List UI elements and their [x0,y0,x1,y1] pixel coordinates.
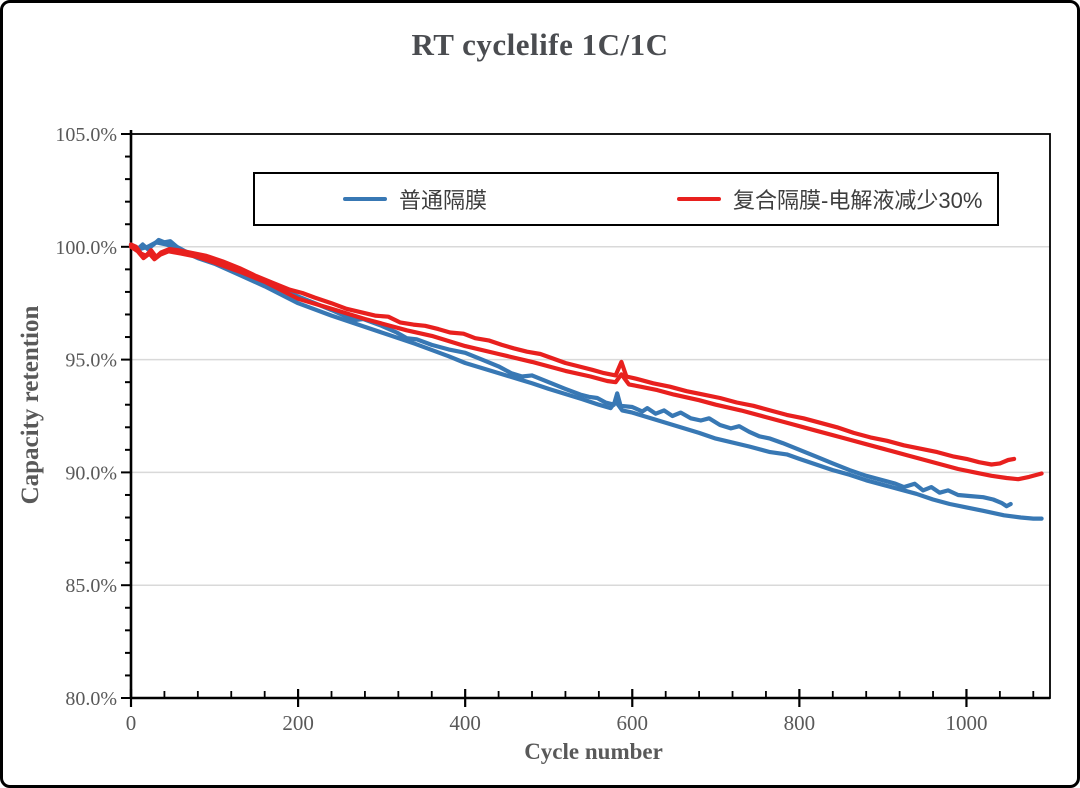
y-tick-label-100: 100.0% [55,237,117,259]
y-tick-label-105: 105.0% [55,124,117,146]
x-tick-label-0: 0 [126,711,137,735]
x-tick-label-400: 400 [449,711,481,735]
y-tick-label-85: 85.0% [65,575,117,597]
plot-canvas: 80.0% 85.0% 90.0% 95.0% 100.0% 105.0% 0 200 400 6… [55,124,1051,735]
x-tick-label-800: 800 [784,711,816,735]
legend-line-blue [343,197,387,201]
x-axis-title: Cycle number [524,739,663,764]
legend-item-composite-separator: 复合隔膜-电解液减少30% [677,183,982,215]
legend-box: 普通隔膜 复合隔膜-电解液减少30% [253,172,999,226]
legend-line-red [677,197,722,201]
legend-item-ordinary-separator: 普通隔膜 [343,183,487,215]
y-tick-label-80: 80.0% [65,688,117,710]
series-red-cell-2 [128,244,1044,482]
y-tick-label-95: 95.0% [65,350,117,372]
legend-label: 普通隔膜 [399,188,488,213]
x-tick-label-1000: 1000 [945,711,987,735]
legend-label: 复合隔膜-电解液减少30% [733,188,983,213]
chart-title: RT cyclelife 1C/1C [411,27,669,62]
series-red-cell-1 [128,242,1017,467]
x-tick-label-200: 200 [282,711,314,735]
x-tick-label-600: 600 [617,711,649,735]
y-axis-title: Capacity retention [17,305,44,505]
y-tick-label-90: 90.0% [65,462,117,484]
